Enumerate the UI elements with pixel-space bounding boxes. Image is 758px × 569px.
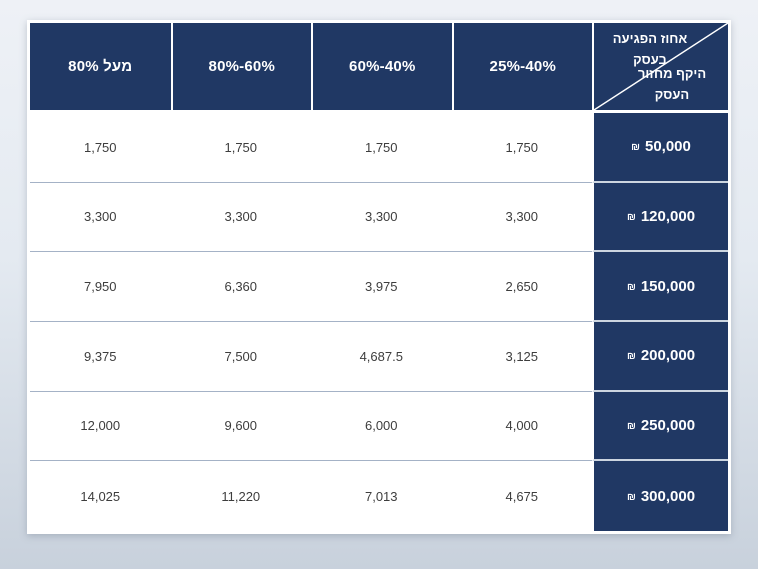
data-cell: 12,000: [30, 391, 171, 462]
corner-top-label: אחוז הפגיעה בעסק: [600, 29, 700, 71]
row-header-amount: 150,000: [640, 277, 696, 295]
damage-compensation-table: אחוז הפגיעה בעסק היקף מחזור העסק 40%-25%…: [27, 20, 731, 534]
corner-header-cell: אחוז הפגיעה בעסק היקף מחזור העסק: [592, 23, 728, 113]
data-cell: 7,013: [311, 461, 452, 531]
row-header: ₪ 50,000: [592, 113, 728, 183]
column-header-40-60: 40%-60%: [311, 23, 452, 113]
data-cell: 11,220: [170, 461, 311, 531]
data-cell: 14,025: [30, 461, 171, 531]
column-header-above-80: מעל 80%: [30, 23, 171, 113]
shekel-symbol: ₪: [626, 351, 636, 363]
data-cell: 1,750: [30, 113, 171, 183]
row-header: ₪ 250,000: [592, 391, 728, 462]
data-cell: 3,300: [170, 182, 311, 253]
row-header-amount: 50,000: [644, 138, 691, 156]
data-cell: 3,975: [311, 252, 452, 322]
shekel-symbol: ₪: [626, 420, 636, 432]
row-header: ₪ 150,000: [592, 252, 728, 322]
row-header: ₪ 200,000: [592, 321, 728, 392]
data-cell: 3,300: [451, 182, 592, 253]
data-cell: 1,750: [170, 113, 311, 183]
shekel-symbol: ₪: [626, 281, 636, 293]
data-cell: 4,675: [451, 461, 592, 531]
row-header-amount: 250,000: [640, 416, 696, 434]
data-cell: 3,300: [30, 182, 171, 253]
corner-top-line1: אחוז הפגיעה: [612, 31, 688, 46]
data-cell: 9,600: [170, 391, 311, 462]
shekel-symbol: ₪: [626, 211, 636, 223]
data-cell: 4,687.5: [311, 321, 452, 392]
data-cell: 3,300: [311, 182, 452, 253]
data-cell: 6,360: [170, 252, 311, 322]
shekel-symbol: ₪: [631, 142, 640, 154]
corner-top-line2: בעסק: [633, 51, 667, 67]
data-cell: 1,750: [311, 113, 452, 183]
column-header-25-40: 40%-25%: [451, 23, 592, 113]
shekel-symbol: ₪: [626, 491, 636, 503]
data-cell: 9,375: [30, 321, 171, 392]
data-cell: 3,125: [451, 321, 592, 392]
row-header-amount: 300,000: [640, 487, 696, 505]
data-cell: 2,650: [451, 252, 592, 322]
data-cell: 4,000: [451, 391, 592, 462]
diagonal-divider-line: [594, 23, 728, 110]
data-cell: 7,500: [170, 321, 311, 392]
row-header: ₪ 300,000: [592, 461, 728, 531]
row-header: ₪ 120,000: [592, 182, 728, 253]
data-cell: 6,000: [311, 391, 452, 462]
row-header-amount: 200,000: [640, 347, 696, 365]
data-cell: 7,950: [30, 252, 171, 322]
corner-bottom-line1: היקף מחזור: [637, 66, 707, 82]
data-cell: 1,750: [451, 113, 592, 183]
row-header-amount: 120,000: [640, 207, 696, 225]
corner-bottom-label: היקף מחזור העסק: [622, 64, 722, 106]
column-header-60-80: 60%-80%: [170, 23, 311, 113]
corner-bottom-line2: העסק: [654, 87, 690, 103]
